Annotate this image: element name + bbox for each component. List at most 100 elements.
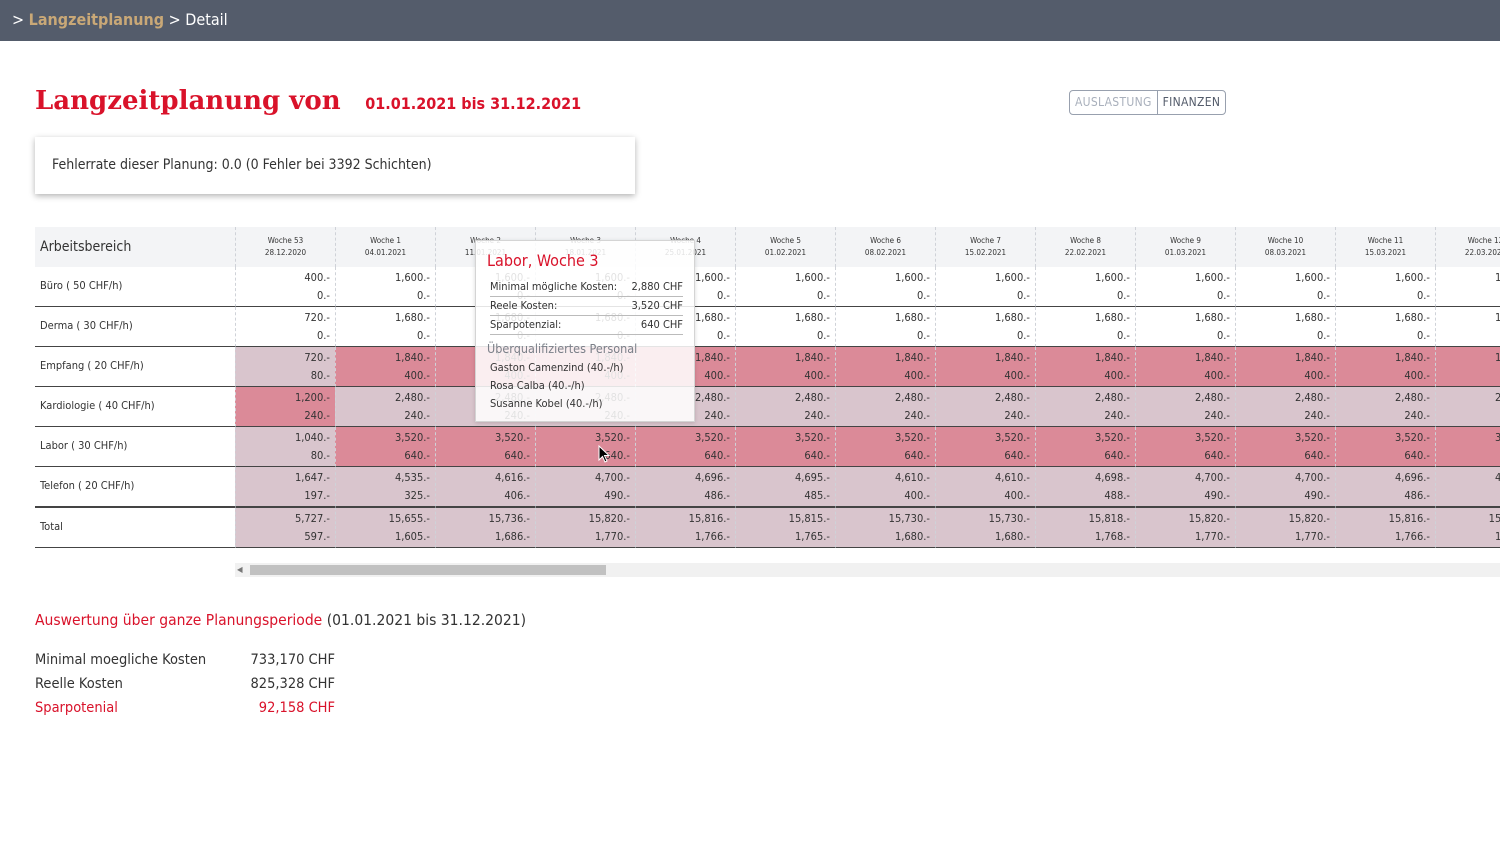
- cell-cost: 2,480.-: [694, 391, 730, 404]
- scroll-left-arrow-icon[interactable]: ◀: [237, 565, 243, 574]
- table-cell[interactable]: 3,520.- 640.-: [1435, 427, 1500, 467]
- table-cell[interactable]: 1,200.- 240.-: [235, 387, 335, 427]
- table-cell[interactable]: 3,520.- 640.-: [735, 427, 835, 467]
- table-cell[interactable]: 2,480.- 240.-: [935, 387, 1035, 427]
- table-cell[interactable]: 1,680.- 0.-: [1435, 307, 1500, 347]
- total-cost: 5,727.-: [294, 512, 330, 525]
- table-cell[interactable]: 4,700.- 490.-: [1435, 467, 1500, 507]
- week-column: Woche 7 15.02.2021 1,600.- 0.- 1,680.- 0.- 1,8…: [935, 227, 1035, 548]
- table-cell[interactable]: 4,610.- 400.-: [835, 467, 935, 507]
- table-cell[interactable]: 4,695.- 485.-: [735, 467, 835, 507]
- cell-savings: 80.-: [310, 369, 330, 382]
- table-cell[interactable]: 3,520.- 640.-: [535, 427, 635, 467]
- table-cell[interactable]: 1,680.- 0.-: [935, 307, 1035, 347]
- tooltip-row-value: 3,520 CHF: [631, 299, 683, 312]
- cell-cost: 3,520.-: [694, 431, 730, 444]
- table-cell[interactable]: 1,840.- 400.-: [935, 347, 1035, 387]
- table-cell[interactable]: 1,840.- 400.-: [1135, 347, 1235, 387]
- cell-savings: 0.-: [716, 329, 730, 342]
- table-cell[interactable]: 1,680.- 0.-: [735, 307, 835, 347]
- table-cell[interactable]: 1,600.- 0.-: [1035, 267, 1135, 307]
- table-cell[interactable]: 4,700.- 490.-: [1235, 467, 1335, 507]
- table-cell[interactable]: 3,520.- 640.-: [1035, 427, 1135, 467]
- horizontal-scrollbar[interactable]: ◀: [235, 563, 1500, 577]
- table-cell[interactable]: 1,600.- 0.-: [335, 267, 435, 307]
- cell-savings: 640.-: [1204, 449, 1230, 462]
- table-cell[interactable]: 1,600.- 0.-: [935, 267, 1035, 307]
- table-cell[interactable]: 3,520.- 640.-: [935, 427, 1035, 467]
- table-cell[interactable]: 1,600.- 0.-: [1435, 267, 1500, 307]
- week-header: Woche 7 15.02.2021: [935, 227, 1035, 267]
- week-date: 22.03.2021: [1464, 248, 1500, 257]
- cell-cost: 3,520.-: [594, 431, 630, 444]
- cell-cost: 4,535.-: [394, 471, 430, 484]
- cell-savings: 0.-: [1216, 289, 1230, 302]
- table-cell[interactable]: 1,680.- 0.-: [1135, 307, 1235, 347]
- table-cell[interactable]: 2,480.- 240.-: [1335, 387, 1435, 427]
- table-cell[interactable]: 400.- 0.-: [235, 267, 335, 307]
- table-cell[interactable]: 2,480.- 240.-: [1235, 387, 1335, 427]
- cell-cost: 3,520.-: [894, 431, 930, 444]
- table-cell[interactable]: 720.- 80.-: [235, 347, 335, 387]
- cell-cost: 1,840.-: [1194, 351, 1230, 364]
- table-cell[interactable]: 3,520.- 640.-: [1335, 427, 1435, 467]
- table-cell[interactable]: 1,600.- 0.-: [1235, 267, 1335, 307]
- table-cell[interactable]: 1,840.- 400.-: [1235, 347, 1335, 387]
- table-cell[interactable]: 1,680.- 0.-: [335, 307, 435, 347]
- table-cell[interactable]: 2,480.- 240.-: [735, 387, 835, 427]
- table-cell[interactable]: 2,480.- 240.-: [1035, 387, 1135, 427]
- table-cell[interactable]: 1,840.- 400.-: [1035, 347, 1135, 387]
- cell-cost: 3,520.-: [794, 431, 830, 444]
- table-cell[interactable]: 3,520.- 640.-: [835, 427, 935, 467]
- table-cell[interactable]: 1,680.- 0.-: [1035, 307, 1135, 347]
- total-savings: 1,766.-: [1394, 530, 1430, 543]
- table-cell[interactable]: 3,520.- 640.-: [1235, 427, 1335, 467]
- table-cell[interactable]: 1,040.- 80.-: [235, 427, 335, 467]
- cell-savings: 400.-: [1304, 369, 1330, 382]
- table-cell[interactable]: 1,840.- 400.-: [735, 347, 835, 387]
- cell-savings: 0.-: [1416, 329, 1430, 342]
- cell-cost: 1,840.-: [394, 351, 430, 364]
- table-cell[interactable]: 4,535.- 325.-: [335, 467, 435, 507]
- cell-cost: 3,520.-: [1394, 431, 1430, 444]
- toggle-auslastung[interactable]: AUSLASTUNG: [1070, 91, 1158, 114]
- cell-savings: 325.-: [404, 489, 430, 502]
- table-cell[interactable]: 2,480.- 240.-: [335, 387, 435, 427]
- table-cell[interactable]: 1,840.- 400.-: [835, 347, 935, 387]
- cell-cost: 1,600.-: [894, 271, 930, 284]
- table-cell[interactable]: 1,680.- 0.-: [1235, 307, 1335, 347]
- table-cell[interactable]: 4,610.- 400.-: [935, 467, 1035, 507]
- cell-savings: 640.-: [404, 449, 430, 462]
- table-cell[interactable]: 1,600.- 0.-: [1135, 267, 1235, 307]
- table-cell[interactable]: 4,700.- 490.-: [1135, 467, 1235, 507]
- breadcrumb-current: Detail: [185, 10, 228, 29]
- table-cell[interactable]: 4,698.- 488.-: [1035, 467, 1135, 507]
- table-cell[interactable]: 720.- 0.-: [235, 307, 335, 347]
- table-cell[interactable]: 4,616.- 406.-: [435, 467, 535, 507]
- table-cell[interactable]: 1,840.- 400.-: [1335, 347, 1435, 387]
- table-cell[interactable]: 1,840.- 400.-: [335, 347, 435, 387]
- table-cell[interactable]: 2,480.- 240.-: [835, 387, 935, 427]
- table-cell[interactable]: 2,480.- 240.-: [1135, 387, 1235, 427]
- week-label: Woche 6: [870, 236, 901, 245]
- table-cell[interactable]: 1,680.- 0.-: [835, 307, 935, 347]
- scrollbar-thumb[interactable]: [250, 565, 606, 575]
- toggle-finanzen[interactable]: FINANZEN: [1162, 95, 1221, 109]
- breadcrumb-link-langzeitplanung[interactable]: Langzeitplanung: [28, 10, 165, 29]
- cell-cost: 4,616.-: [494, 471, 530, 484]
- table-cell[interactable]: 1,600.- 0.-: [1335, 267, 1435, 307]
- table-cell[interactable]: 1,600.- 0.-: [835, 267, 935, 307]
- table-cell[interactable]: 3,520.- 640.-: [335, 427, 435, 467]
- table-cell[interactable]: 4,696.- 486.-: [635, 467, 735, 507]
- table-cell[interactable]: 3,520.- 640.-: [635, 427, 735, 467]
- table-cell[interactable]: 4,696.- 486.-: [1335, 467, 1435, 507]
- table-cell[interactable]: 1,840.- 400.-: [1435, 347, 1500, 387]
- table-cell[interactable]: 1,600.- 0.-: [735, 267, 835, 307]
- table-cell[interactable]: 4,700.- 490.-: [535, 467, 635, 507]
- table-cell[interactable]: 3,520.- 640.-: [435, 427, 535, 467]
- table-cell[interactable]: 1,680.- 0.-: [1335, 307, 1435, 347]
- table-cell[interactable]: 1,647.- 197.-: [235, 467, 335, 507]
- tooltip-row: Sparpotenzial: 640 CHF: [490, 316, 683, 335]
- table-cell[interactable]: 3,520.- 640.-: [1135, 427, 1235, 467]
- table-cell[interactable]: 2,480.- 240.-: [1435, 387, 1500, 427]
